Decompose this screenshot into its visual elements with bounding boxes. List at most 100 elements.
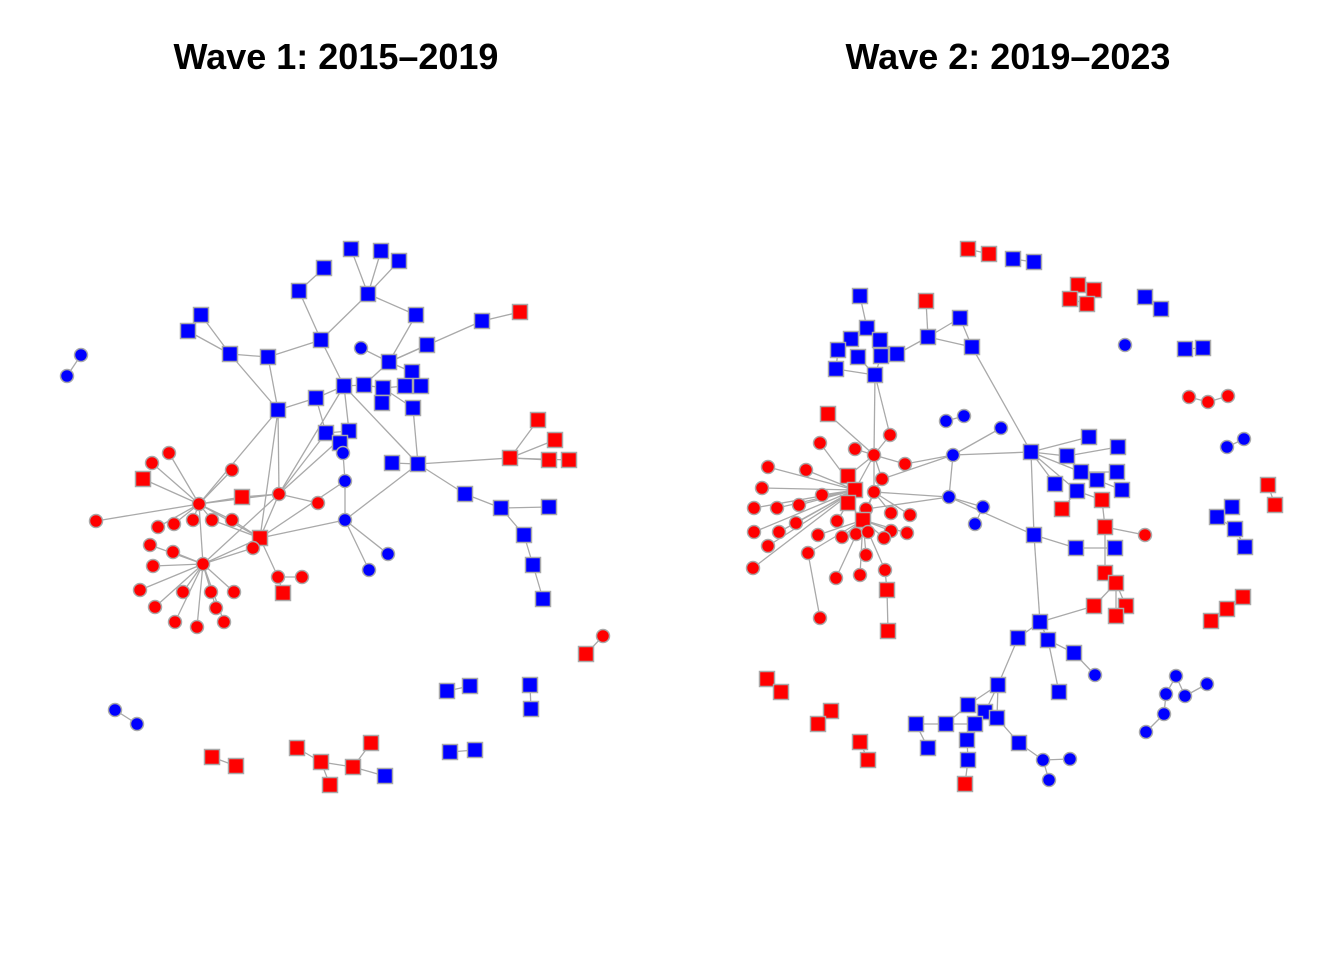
wave1-node-red-circle	[224, 512, 240, 528]
wave2-node-blue-circle	[1087, 667, 1103, 683]
wave2-node-red-square	[839, 467, 857, 485]
wave1-node-blue-square	[521, 676, 539, 694]
wave2-node-blue-square	[1108, 463, 1126, 481]
wave1-node-blue-square	[534, 590, 552, 608]
wave1-node-red-circle	[191, 496, 207, 512]
wave1-edge	[168, 452, 200, 505]
wave1-node-blue-circle	[59, 368, 75, 384]
wave2-node-red-circle	[902, 507, 918, 523]
wave2-node-blue-square	[851, 287, 869, 305]
wave1-edge	[202, 547, 254, 565]
wave2-node-blue-circle	[1156, 706, 1172, 722]
wave2-node-blue-square	[951, 309, 969, 327]
wave2-node-red-circle	[848, 526, 864, 542]
wave2-node-red-circle	[897, 456, 913, 472]
wave2-node-red-circle	[860, 524, 876, 540]
wave2-node-red-circle	[883, 505, 899, 521]
wave1-node-red-square	[344, 758, 362, 776]
wave1-node-red-circle	[595, 628, 611, 644]
wave2-node-blue-square	[1065, 644, 1083, 662]
wave1-node-blue-square	[383, 454, 401, 472]
wave2-node-red-circle	[876, 530, 892, 546]
wave2-node-blue-square	[1113, 481, 1131, 499]
wave2-node-blue-square	[1226, 520, 1244, 538]
wave2-node-red-circle	[1181, 389, 1197, 405]
wave1-node-blue-square	[461, 677, 479, 695]
wave1-node-blue-square	[312, 331, 330, 349]
wave1-edge	[412, 407, 419, 465]
wave1-node-blue-square	[259, 348, 277, 366]
wave1-node-blue-square	[473, 312, 491, 330]
wave2-edge	[1030, 451, 1082, 473]
wave1-node-red-circle	[144, 455, 160, 471]
wave2-edge	[948, 496, 1035, 536]
wave2-node-blue-square	[958, 731, 976, 749]
wave2-edge	[1030, 436, 1090, 453]
wave2-node-red-circle	[771, 524, 787, 540]
wave2-node-red-circle	[760, 538, 776, 554]
wave1-node-red-square	[288, 739, 306, 757]
wave1-node-blue-square	[441, 743, 459, 761]
wave2-edge	[952, 451, 1032, 456]
wave2-node-red-circle	[1200, 394, 1216, 410]
wave2-edge	[1030, 451, 1035, 536]
wave1-edge	[139, 563, 204, 591]
wave1-edge	[343, 385, 419, 465]
wave1-node-blue-square	[307, 389, 325, 407]
wave2-node-blue-square	[858, 319, 876, 337]
wave2-node-blue-square	[1088, 471, 1106, 489]
wave2-edge	[807, 552, 821, 619]
wave2-node-red-circle	[746, 500, 762, 516]
wave2-node-blue-square	[1072, 463, 1090, 481]
wave1-node-blue-square	[317, 424, 335, 442]
wave2-node-red-square	[851, 733, 869, 751]
wave1-node-red-circle	[203, 584, 219, 600]
wave2-node-red-square	[1093, 491, 1111, 509]
wave1-node-blue-square	[359, 285, 377, 303]
wave2-node-blue-square	[919, 328, 937, 346]
wave1-edge	[509, 457, 570, 461]
wave2-node-blue-square	[1046, 475, 1064, 493]
wave2-node-red-square	[1061, 290, 1079, 308]
wave2-node-red-square	[1234, 588, 1252, 606]
node-layer	[59, 240, 1284, 794]
wave1-node-red-circle	[150, 519, 166, 535]
wave2-node-blue-square	[963, 338, 981, 356]
wave2-node-red-circle	[760, 459, 776, 475]
wave2-edge	[753, 489, 856, 533]
wave2-node-blue-square	[919, 739, 937, 757]
wave2-node-blue-square	[966, 715, 984, 733]
wave2-node-red-square	[839, 494, 857, 512]
wave1-node-red-circle	[226, 584, 242, 600]
wave1-node-blue-square	[390, 252, 408, 270]
wave2-node-blue-square	[1152, 300, 1170, 318]
wave2-node-red-square	[819, 405, 837, 423]
wave2-node-blue-square	[1109, 438, 1127, 456]
wave1-edge	[259, 409, 279, 539]
wave1-node-red-circle	[189, 619, 205, 635]
wave2-node-red-square	[1085, 281, 1103, 299]
wave2-node-blue-circle	[1041, 772, 1057, 788]
wave2-node-blue-circle	[956, 408, 972, 424]
wave1-edge	[344, 519, 370, 571]
wave2-edge	[865, 496, 950, 510]
wave2-edge	[971, 346, 1032, 453]
wave1-node-red-square	[577, 645, 595, 663]
wave2-node-red-circle	[791, 497, 807, 513]
wave1-node-red-circle	[145, 558, 161, 574]
wave2-node-red-circle	[877, 562, 893, 578]
wave2-node-red-circle	[746, 524, 762, 540]
wave1-node-red-circle	[147, 599, 163, 615]
wave2-node-red-circle	[800, 545, 816, 561]
wave2-node-blue-square	[842, 330, 860, 348]
wave2-node-red-square	[1259, 476, 1277, 494]
wave2-node-red-square	[1266, 496, 1284, 514]
wave2-edge	[767, 466, 856, 491]
wave1-node-blue-square	[376, 767, 394, 785]
wave2-edge	[1033, 534, 1041, 623]
wave1-node-blue-square	[438, 682, 456, 700]
wave1-node-blue-square	[492, 499, 510, 517]
wave1-node-blue-square	[221, 345, 239, 363]
wave2-node-blue-square	[1106, 539, 1124, 557]
wave1-node-blue-circle	[361, 562, 377, 578]
